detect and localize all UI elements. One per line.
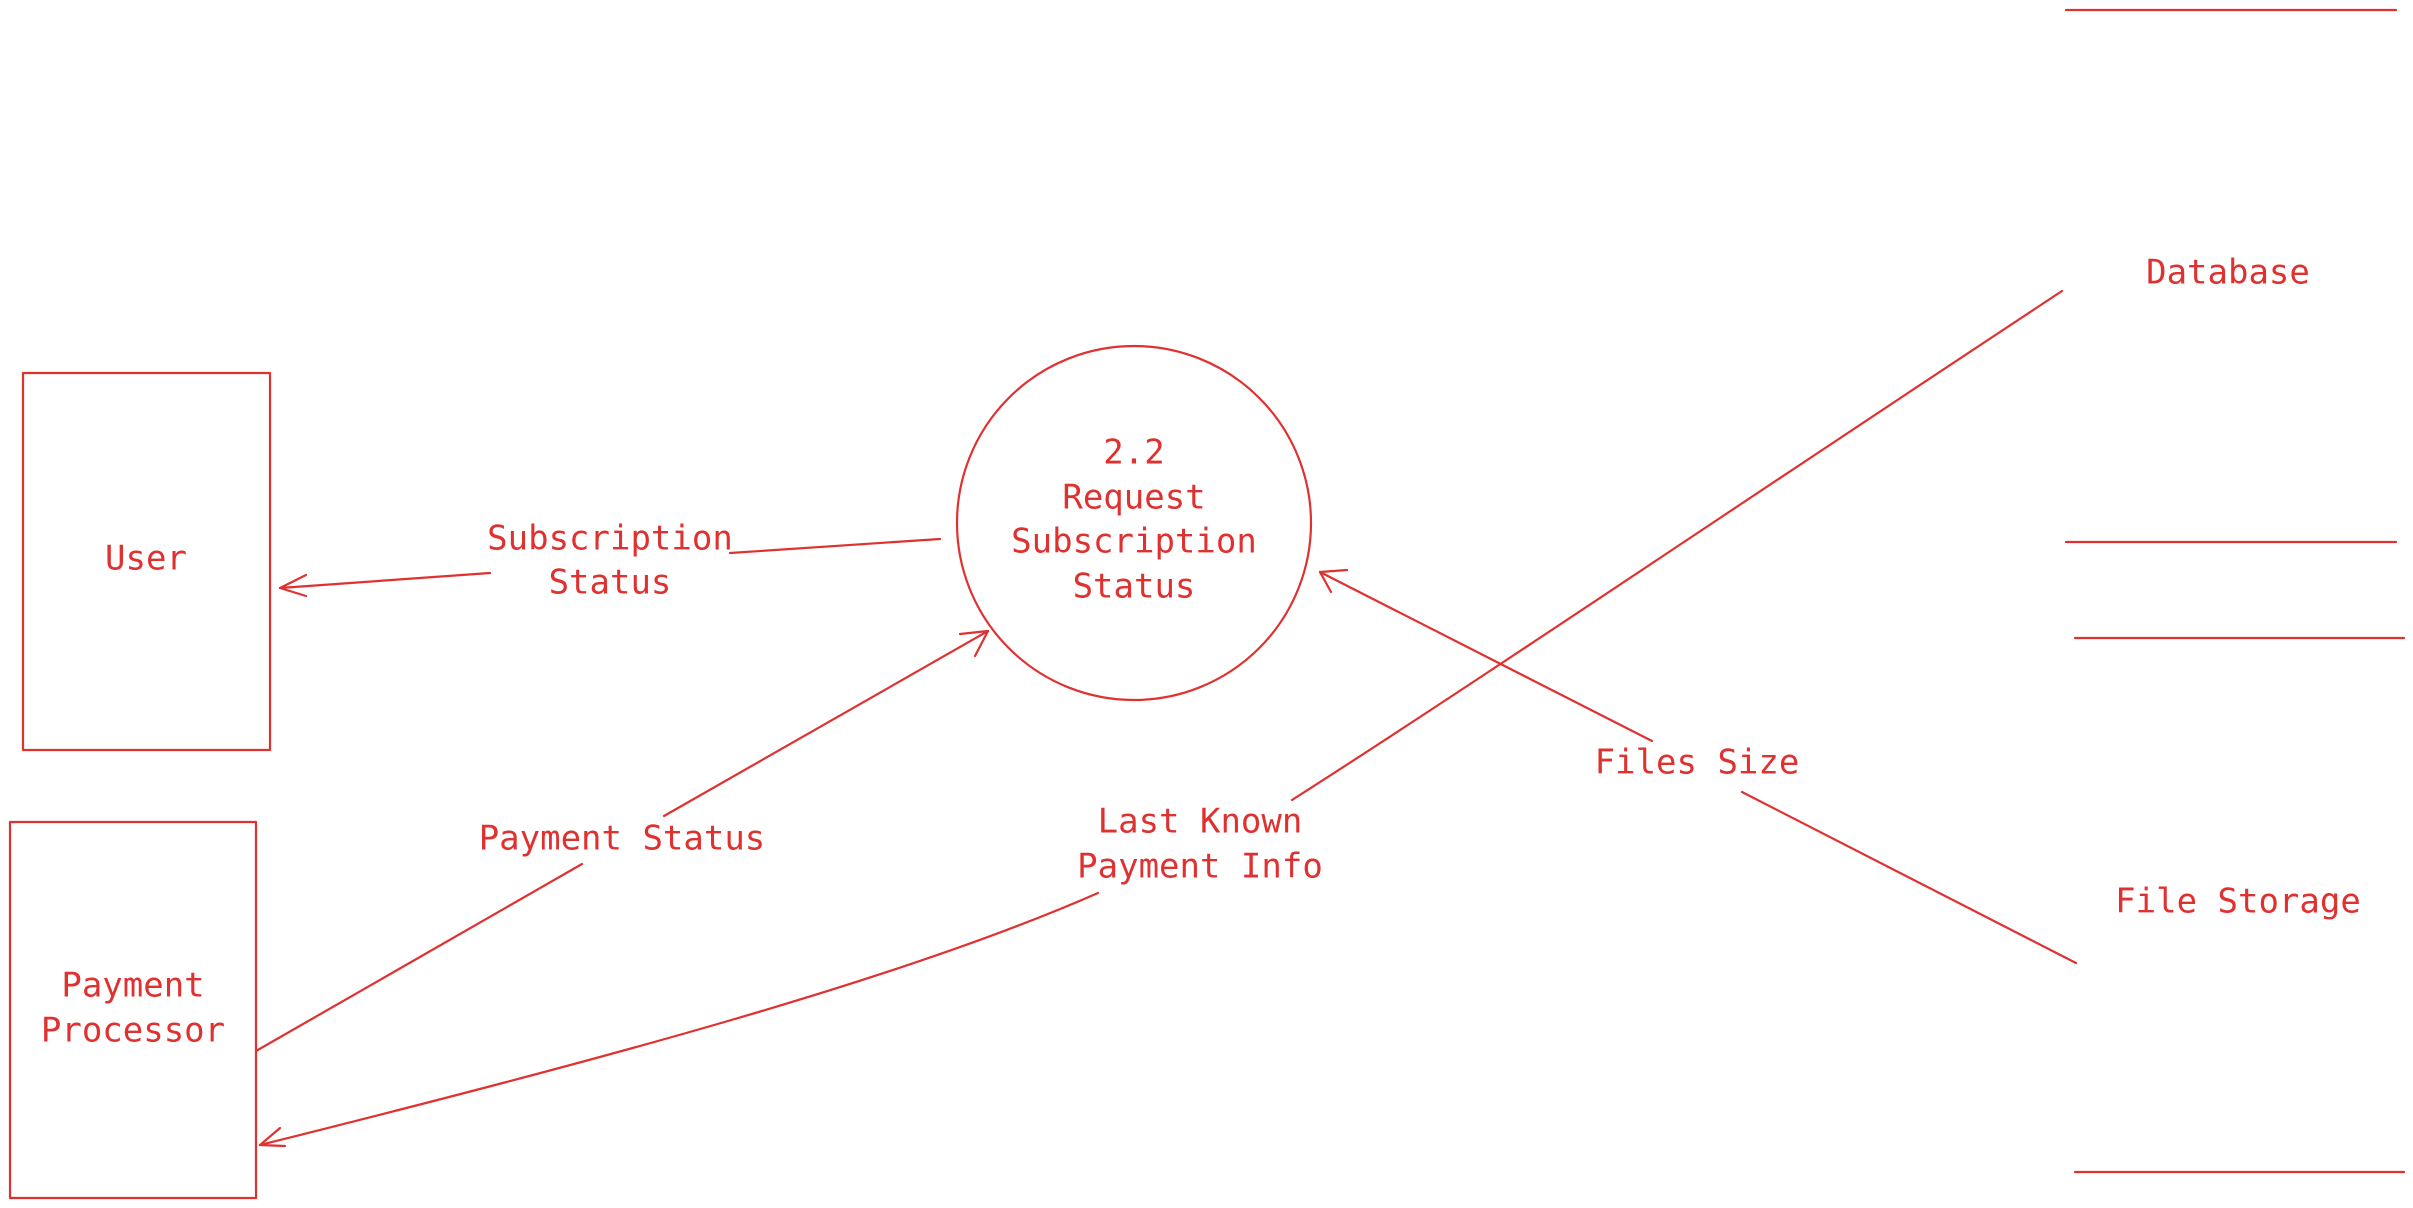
flow-last-known-payment-info-segment-1 bbox=[1290, 289, 2064, 802]
flow-last-known-payment-info[interactable]: Last Known Payment Info bbox=[258, 289, 2064, 1148]
process-label-line-2: Subscription bbox=[1011, 522, 1257, 562]
process-label-line-3: Status bbox=[1073, 567, 1196, 607]
flow-payment-status[interactable]: Payment Status bbox=[254, 629, 990, 1053]
flow-last-known-payment-info-label-line-2: Payment Info bbox=[1077, 847, 1323, 887]
store-database-label: Database bbox=[2146, 253, 2310, 293]
store-database[interactable]: Database bbox=[2064, 8, 2398, 544]
flow-subscription-status-label-line-2: Status bbox=[549, 563, 672, 603]
flow-payment-status-segment-1 bbox=[254, 862, 584, 1053]
flow-files-size-label: Files Size bbox=[1595, 743, 1800, 783]
flow-payment-status-segment-2 bbox=[662, 629, 990, 818]
flow-last-known-payment-info-arrowhead bbox=[258, 1126, 287, 1148]
store-file-storage-label: File Storage bbox=[2115, 882, 2361, 922]
process-circle bbox=[955, 344, 1313, 702]
flow-subscription-status[interactable]: Subscription Status bbox=[278, 519, 942, 603]
flow-payment-status-label: Payment Status bbox=[479, 819, 766, 859]
process-number: 2.2 bbox=[1103, 433, 1164, 473]
flow-subscription-status-segment-2 bbox=[278, 571, 492, 590]
entity-user-label: User bbox=[105, 539, 187, 579]
entity-payment-processor-label-line-2: Processor bbox=[41, 1011, 225, 1051]
entity-payment-processor[interactable]: Payment Processor bbox=[8, 820, 258, 1200]
flow-last-known-payment-info-segment-2 bbox=[258, 891, 1100, 1147]
entity-payment-processor-box bbox=[8, 820, 258, 1200]
flow-files-size[interactable]: Files Size bbox=[1318, 568, 2078, 965]
flow-files-size-segment-2 bbox=[1318, 570, 1654, 743]
flow-files-size-segment-1 bbox=[1740, 790, 2078, 965]
store-file-storage[interactable]: File Storage bbox=[2073, 636, 2406, 1174]
flow-last-known-payment-info-label-line-1: Last Known bbox=[1098, 802, 1303, 842]
flow-payment-status-arrowhead bbox=[958, 629, 990, 658]
flow-files-size-arrowhead bbox=[1318, 568, 1349, 594]
process-label-line-1: Request bbox=[1062, 478, 1205, 518]
process-2-2[interactable]: 2.2 Request Subscription Status bbox=[955, 344, 1313, 702]
flow-subscription-status-arrowhead bbox=[278, 573, 308, 598]
flow-subscription-status-segment-1 bbox=[728, 537, 942, 555]
entity-user-box bbox=[21, 371, 272, 752]
flow-subscription-status-label-line-1: Subscription bbox=[487, 519, 733, 559]
entity-user[interactable]: User bbox=[21, 371, 272, 752]
entity-payment-processor-label-line-1: Payment bbox=[61, 966, 204, 1006]
